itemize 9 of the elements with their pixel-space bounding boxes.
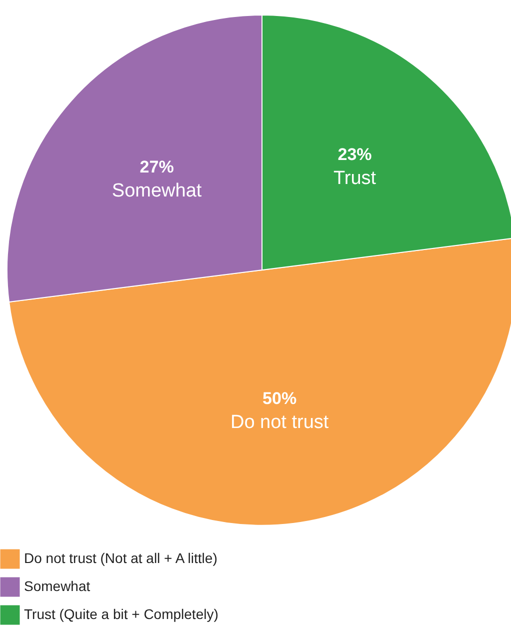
slice-label: Do not trust [230, 412, 330, 434]
data-label: 50% [262, 389, 297, 408]
slice-label: Trust [333, 168, 377, 189]
slice-label: Somewhat [112, 180, 202, 202]
text: Do not trust (Not at all + A little) [24, 550, 218, 566]
data-label: 23% [338, 144, 372, 164]
text: Trust (Quite a bit + Completely) [24, 606, 218, 622]
legend-label: Somewhat [24, 578, 90, 594]
data-label: 27% [140, 157, 174, 176]
